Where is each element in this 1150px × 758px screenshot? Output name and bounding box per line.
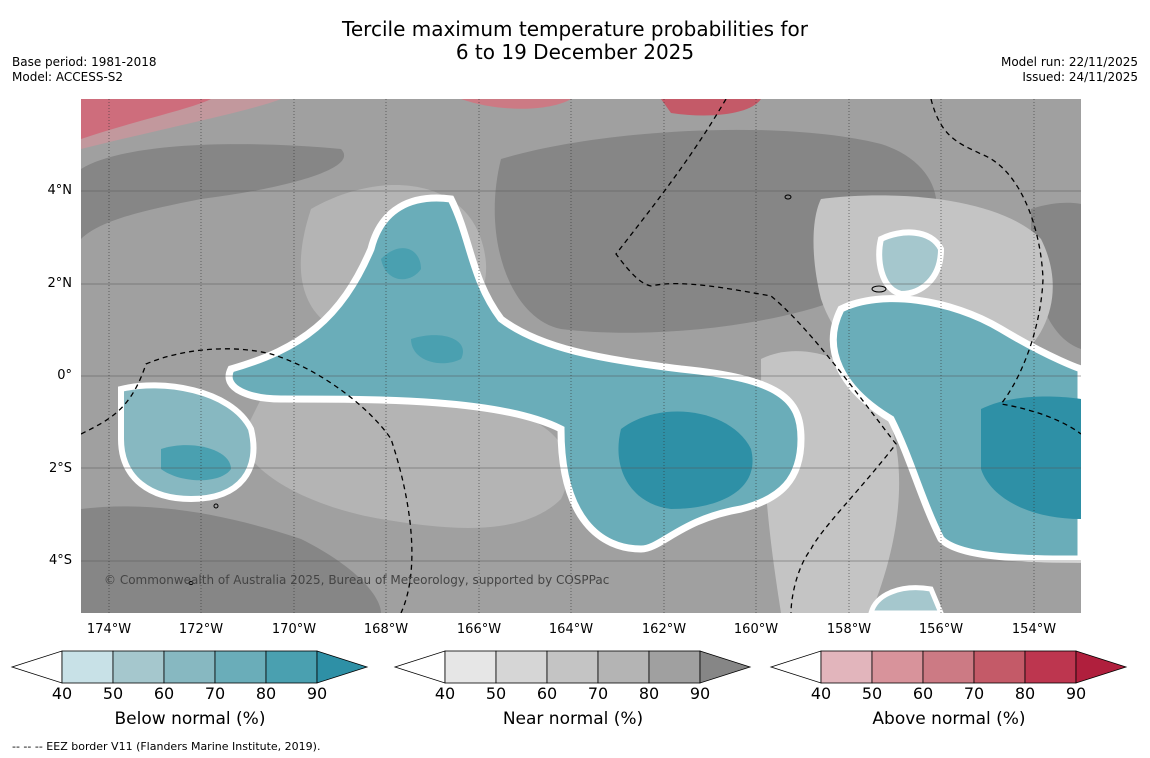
colorbar-segment [820, 650, 873, 684]
title-line-1: Tercile maximum temperature probabilitie… [342, 17, 808, 41]
lat-label: 4°S [48, 553, 72, 568]
lon-label: 170°W [271, 622, 317, 637]
lon-label: 156°W [918, 622, 964, 637]
colorbar-above-normal [769, 650, 1128, 684]
cb-tick: 90 [306, 684, 328, 703]
colorbar-low-arrow [10, 650, 63, 684]
cb-tick: 90 [1065, 684, 1087, 703]
map-canvas [81, 99, 1081, 613]
model-run-text: Model run: 22/11/2025 [1000, 55, 1138, 69]
cb-tick: 80 [1014, 684, 1036, 703]
colorbar-below-normal [10, 650, 369, 684]
lon-label: 162°W [641, 622, 687, 637]
lon-label: 172°W [178, 622, 224, 637]
below-normal-south-edge [868, 585, 944, 613]
colorbar-segment [444, 650, 497, 684]
title-line-2: 6 to 19 December 2025 [455, 40, 695, 64]
meta-left: Base period: 1981-2018 Model: ACCESS-S2 [12, 55, 157, 85]
cb-tick: 80 [638, 684, 660, 703]
colorbar-high-arrow [699, 650, 752, 684]
lat-label: 4°N [47, 183, 73, 198]
lon-label: 164°W [548, 622, 594, 637]
below-normal-east-north [876, 229, 945, 298]
cb-tick: 40 [434, 684, 456, 703]
cb-tick: 50 [861, 684, 883, 703]
copyright-text: © Commonwealth of Australia 2025, Bureau… [104, 573, 610, 587]
colorbar-near-normal [393, 650, 752, 684]
lon-label: 166°W [456, 622, 502, 637]
cb-tick: 40 [51, 684, 73, 703]
cb-tick: 60 [153, 684, 175, 703]
legend-title-near-normal: Near normal (%) [502, 709, 644, 729]
colorbar-segment [112, 650, 165, 684]
lat-label: 2°S [48, 461, 72, 476]
lon-label: 158°W [826, 622, 872, 637]
colorbar-segment [214, 650, 267, 684]
cb-tick: 80 [255, 684, 277, 703]
colorbar-segment [61, 650, 114, 684]
eez-border-east [930, 99, 1081, 435]
colorbar-segment [597, 650, 650, 684]
below-normal-central-max [618, 411, 753, 509]
colorbar-segment [973, 650, 1026, 684]
lon-label: 154°W [1011, 622, 1057, 637]
cb-tick: 70 [587, 684, 609, 703]
latitude-lines [81, 190, 1081, 562]
cb-tick: 70 [963, 684, 985, 703]
legend-title-below-normal: Below normal (%) [114, 709, 266, 729]
island-outline [784, 194, 792, 200]
lat-label: 2°N [47, 276, 73, 291]
model-text: Model: ACCESS-S2 [12, 70, 124, 84]
eez-footnote: -- -- -- EEZ border V11 (Flanders Marine… [12, 740, 321, 753]
colorbar-segment [871, 650, 924, 684]
colorbar-segment [922, 650, 975, 684]
above-normal-60-nw [81, 99, 281, 149]
colorbar-low-arrow [393, 650, 446, 684]
colorbar-segment [1024, 650, 1077, 684]
island-outline [871, 285, 887, 293]
lon-label: 168°W [363, 622, 409, 637]
eez-border-west [81, 348, 413, 613]
island-outline [213, 503, 219, 509]
near-normal-90-southwest [81, 506, 381, 613]
near-normal-70-south [241, 388, 569, 528]
cb-tick: 60 [536, 684, 558, 703]
base-period-text: Base period: 1981-2018 [12, 55, 157, 69]
cb-tick: 90 [689, 684, 711, 703]
colorbar-high-arrow [316, 650, 369, 684]
cb-tick: 50 [102, 684, 124, 703]
near-normal-90-east [1031, 202, 1081, 349]
lon-label: 160°W [733, 622, 779, 637]
meta-right: Model run: 22/11/2025 Issued: 24/11/2025 [1001, 55, 1138, 85]
colorbar-high-arrow [1075, 650, 1128, 684]
island-outline [188, 581, 194, 585]
colorbar-segment [495, 650, 548, 684]
above-normal-80-ne [661, 99, 761, 116]
map-title: Tercile maximum temperature probabilitie… [0, 18, 1150, 64]
colorbar-segment [546, 650, 599, 684]
lon-label: 174°W [86, 622, 132, 637]
cb-tick: 40 [810, 684, 832, 703]
above-normal-70-n [461, 99, 571, 109]
cb-tick: 60 [912, 684, 934, 703]
colorbar-low-arrow [769, 650, 822, 684]
cb-tick: 50 [485, 684, 507, 703]
legend-title-above-normal: Above normal (%) [872, 709, 1026, 729]
below-normal-center-core [411, 335, 463, 364]
lat-label: 0° [57, 368, 72, 383]
colorbar-segment [163, 650, 216, 684]
eez-border-central [615, 99, 897, 613]
colorbar-segment [648, 650, 701, 684]
islands [188, 194, 887, 585]
near-normal-90-northwest [81, 144, 345, 239]
cb-tick: 70 [204, 684, 226, 703]
eez-borders [81, 99, 1081, 613]
below-normal-east-max [981, 396, 1081, 519]
below-normal-center-core-north [381, 248, 421, 280]
colorbar-segment [265, 650, 318, 684]
map-panel: © Commonwealth of Australia 2025, Bureau… [81, 99, 1081, 613]
below-normal-west-core [161, 445, 231, 481]
issued-text: Issued: 24/11/2025 [1022, 70, 1138, 84]
